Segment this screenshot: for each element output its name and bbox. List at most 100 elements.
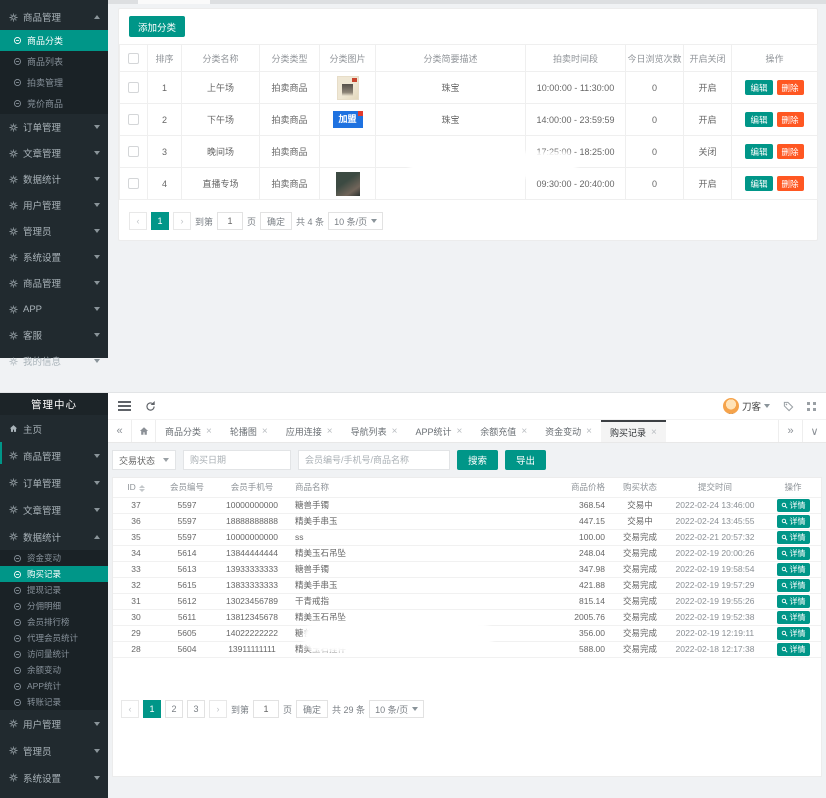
close-icon[interactable]: × — [456, 425, 463, 437]
tab-item[interactable]: 余额充值 × — [480, 425, 528, 437]
sidebar-item-transfer-records[interactable]: 转账记录 — [0, 694, 108, 710]
sidebar-item-service[interactable]: 客服 — [0, 322, 108, 348]
delete-button[interactable]: 删除 — [776, 176, 804, 191]
tab-item[interactable]: 导航列表 × — [350, 425, 398, 437]
sidebar-item-members[interactable]: 会员管理 — [0, 791, 108, 798]
delete-button[interactable]: 删除 — [776, 80, 804, 95]
sidebar-item-system-settings[interactable]: 系统设置 — [0, 764, 108, 791]
edit-button[interactable]: 编辑 — [745, 80, 773, 95]
sidebar-item-bidding-products[interactable]: 竞价商品 — [0, 93, 108, 114]
close-icon[interactable]: × — [521, 425, 528, 437]
sidebar-item-system-settings[interactable]: 系统设置 — [0, 244, 108, 270]
sidebar-item-purchase-records[interactable]: 购买记录 — [0, 566, 108, 582]
page-button[interactable]: 1 — [143, 700, 161, 718]
sidebar-item-funds-change[interactable]: 资金变动 — [0, 550, 108, 566]
sidebar-item-balance-change[interactable]: 余额变动 — [0, 662, 108, 678]
row-checkbox[interactable] — [128, 82, 139, 94]
detail-button[interactable]: 详情 — [776, 498, 810, 512]
edit-button[interactable]: 编辑 — [745, 112, 773, 127]
tab-item[interactable]: 商品分类 × — [165, 425, 212, 437]
keyword-input[interactable] — [298, 450, 450, 470]
sidebar-item-orders[interactable]: 订单管理 — [0, 114, 108, 140]
sidebar-item-agent-member-stats[interactable]: 代理会员统计 — [0, 630, 108, 646]
search-button[interactable]: 搜索 — [457, 450, 499, 470]
close-icon[interactable]: × — [261, 425, 268, 437]
sidebar-item-statistics[interactable]: 数据统计 — [0, 523, 108, 550]
sidebar-item-admins[interactable]: 管理员 — [0, 737, 108, 764]
detail-button[interactable]: 详情 — [776, 642, 810, 656]
detail-button[interactable]: 详情 — [776, 530, 810, 544]
edit-button[interactable]: 编辑 — [745, 176, 773, 191]
row-checkbox[interactable] — [128, 146, 139, 158]
detail-button[interactable]: 详情 — [776, 562, 810, 576]
row-checkbox[interactable] — [128, 114, 139, 126]
sidebar-item-users[interactable]: 用户管理 — [0, 710, 108, 737]
tab-options-icon[interactable]: ∨ — [802, 420, 826, 442]
per-page-select[interactable]: 10 条/页 — [328, 212, 384, 230]
tag-icon[interactable] — [783, 401, 794, 412]
sidebar-item-withdraw-records[interactable]: 提现记录 — [0, 582, 108, 598]
close-icon[interactable]: × — [206, 425, 212, 437]
detail-button[interactable]: 详情 — [776, 578, 810, 592]
close-icon[interactable]: × — [651, 426, 657, 438]
sidebar-item-product-list[interactable]: 商品列表 — [0, 51, 108, 72]
export-button[interactable]: 导出 — [505, 450, 547, 470]
page-button[interactable]: 1 — [151, 212, 169, 230]
tab-item-active[interactable]: 购买记录 × — [601, 420, 666, 442]
detail-button[interactable]: 详情 — [776, 546, 810, 560]
per-page-select[interactable]: 10 条/页 — [369, 700, 425, 718]
sidebar-item-my-info[interactable]: 我的信息 — [0, 348, 108, 374]
sidebar-item-products[interactable]: 商品管理 — [0, 442, 108, 469]
edit-button[interactable]: 编辑 — [745, 144, 773, 159]
scroll-left-icon[interactable]: « — [108, 420, 132, 442]
user-menu[interactable]: 刀客 — [722, 398, 770, 414]
goto-page-input[interactable] — [253, 700, 280, 718]
select-all-checkbox[interactable] — [128, 52, 139, 64]
delete-button[interactable]: 删除 — [776, 112, 804, 127]
sidebar-item-users[interactable]: 用户管理 — [0, 192, 108, 218]
confirm-page-button[interactable]: 确定 — [296, 700, 329, 718]
detail-button[interactable]: 详情 — [776, 626, 810, 640]
sidebar-item-articles[interactable]: 文章管理 — [0, 496, 108, 523]
delete-button[interactable]: 删除 — [776, 144, 804, 159]
sidebar-item-statistics[interactable]: 数据统计 — [0, 166, 108, 192]
add-category-button[interactable]: 添加分类 — [129, 16, 186, 37]
tab-item[interactable]: 应用连接 × — [285, 425, 333, 437]
sidebar-item-app[interactable]: APP — [0, 296, 108, 322]
scroll-right-icon[interactable]: » — [778, 420, 802, 442]
next-page-button[interactable]: › — [209, 700, 227, 718]
prev-page-button[interactable]: ‹ — [121, 700, 139, 718]
row-checkbox[interactable] — [128, 178, 139, 190]
hamburger-icon[interactable] — [118, 401, 131, 411]
refresh-icon[interactable] — [145, 401, 156, 412]
tab-item[interactable]: 轮播图 × — [229, 425, 268, 437]
sidebar-item-auction-management[interactable]: 拍卖管理 — [0, 72, 108, 93]
purchase-date-input[interactable] — [183, 450, 291, 470]
detail-button[interactable]: 详情 — [776, 514, 810, 528]
sidebar-item-products[interactable]: 商品管理 — [0, 4, 108, 30]
sidebar-item-member-ranking[interactable]: 会员排行榜 — [0, 614, 108, 630]
page-button[interactable]: 3 — [187, 700, 205, 718]
fullscreen-icon[interactable] — [807, 401, 816, 411]
page-button[interactable]: 2 — [165, 700, 183, 718]
sidebar-item-admins[interactable]: 管理员 — [0, 218, 108, 244]
detail-button[interactable]: 详情 — [776, 594, 810, 608]
close-icon[interactable]: × — [586, 425, 593, 437]
sidebar-item-app-stats[interactable]: APP统计 — [0, 678, 108, 694]
goto-page-input[interactable] — [217, 212, 244, 230]
home-tab-icon[interactable] — [132, 420, 156, 442]
sidebar-item-home[interactable]: 主页 — [0, 415, 108, 442]
close-icon[interactable]: × — [391, 425, 398, 437]
sidebar-item-visit-stats[interactable]: 访问量统计 — [0, 646, 108, 662]
sidebar-item-goods[interactable]: 商品管理 — [0, 270, 108, 296]
next-page-button[interactable]: › — [173, 212, 191, 230]
sidebar-item-orders[interactable]: 订单管理 — [0, 469, 108, 496]
trade-status-select[interactable]: 交易状态 — [112, 450, 176, 470]
detail-button[interactable]: 详情 — [776, 610, 810, 624]
prev-page-button[interactable]: ‹ — [129, 212, 147, 230]
sidebar-item-articles[interactable]: 文章管理 — [0, 140, 108, 166]
sidebar-item-commission-detail[interactable]: 分佣明细 — [0, 598, 108, 614]
close-icon[interactable]: × — [326, 425, 333, 437]
tab-item[interactable]: APP统计 × — [415, 425, 463, 437]
sort-icon[interactable] — [138, 484, 145, 492]
